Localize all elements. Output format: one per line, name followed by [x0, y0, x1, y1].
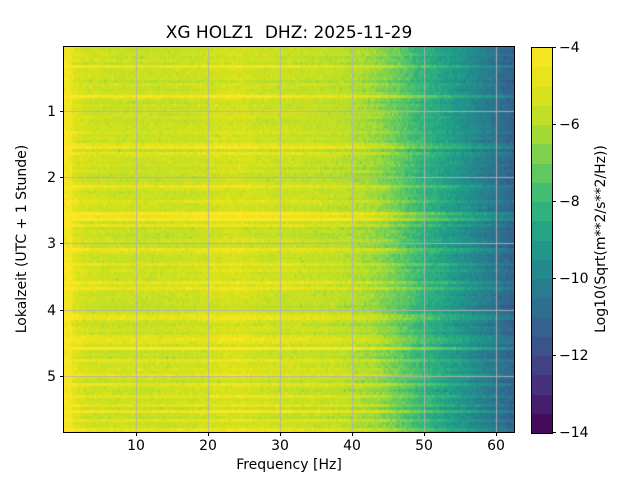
x-axis-tick	[352, 432, 353, 436]
colorbar-segment	[532, 105, 552, 125]
y-axis-tick	[60, 111, 64, 112]
colorbar-tick-label: −6	[559, 117, 580, 133]
y-axis-tick	[60, 376, 64, 377]
colorbar-segment	[532, 317, 552, 337]
colorbar	[531, 47, 553, 434]
colorbar-tick	[552, 355, 556, 356]
y-axis-tick	[60, 310, 64, 311]
y-axis-tick-label: 2	[47, 170, 56, 186]
chart-title: XG HOLZ1 DHZ: 2025-11-29	[165, 23, 413, 43]
colorbar-tick-label: −4	[559, 40, 580, 56]
x-axis-tick-label: 60	[487, 438, 505, 454]
colorbar-segment	[532, 298, 552, 318]
colorbar-tick	[552, 124, 556, 125]
x-axis-tick-label: 30	[271, 438, 289, 454]
colorbar-segment	[532, 336, 552, 356]
colorbar-tick	[552, 432, 556, 433]
colorbar-segment	[532, 413, 552, 433]
colorbar-tick	[552, 278, 556, 279]
colorbar-tick-label: −12	[559, 348, 589, 364]
colorbar-segment	[532, 163, 552, 183]
x-axis-tick-label: 40	[343, 438, 361, 454]
y-axis-label: Lokalzeit (UTC + 1 Stunde)	[14, 144, 30, 334]
colorbar-segment	[532, 394, 552, 414]
colorbar-segment	[532, 259, 552, 279]
colorbar-segment	[532, 144, 552, 164]
x-axis-label: Frequency [Hz]	[236, 457, 342, 473]
x-axis-tick	[136, 432, 137, 436]
colorbar-segment	[532, 125, 552, 145]
y-axis-tick	[60, 177, 64, 178]
colorbar-tick	[552, 47, 556, 48]
colorbar-tick-label: −8	[559, 194, 580, 210]
spectrogram-image	[64, 47, 514, 432]
y-axis-tick-label: 4	[47, 303, 56, 319]
y-axis-tick-label: 1	[47, 104, 56, 120]
y-axis-tick	[60, 243, 64, 244]
colorbar-segment	[532, 86, 552, 106]
colorbar-segment	[532, 375, 552, 395]
x-axis-tick-label: 50	[415, 438, 433, 454]
colorbar-segment	[532, 221, 552, 241]
x-axis-tick	[496, 432, 497, 436]
x-axis-tick	[280, 432, 281, 436]
x-axis-tick	[424, 432, 425, 436]
colorbar-segment	[532, 48, 552, 68]
colorbar-segment	[532, 202, 552, 222]
x-axis-tick-label: 20	[199, 438, 217, 454]
colorbar-tick-label: −10	[559, 271, 589, 287]
colorbar-segment	[532, 67, 552, 87]
colorbar-tick	[552, 201, 556, 202]
colorbar-segment	[532, 356, 552, 376]
colorbar-segment	[532, 279, 552, 299]
y-axis-tick-label: 5	[47, 369, 56, 385]
x-axis-tick	[208, 432, 209, 436]
colorbar-label: Log10(Sqrt(m**2/s**2/Hz))	[593, 145, 609, 333]
colorbar-segment	[532, 182, 552, 202]
colorbar-segment	[532, 240, 552, 260]
x-axis-tick-label: 10	[127, 438, 145, 454]
y-axis-tick-label: 3	[47, 236, 56, 252]
spectrogram-plot	[63, 46, 515, 433]
colorbar-tick-label: −14	[559, 425, 589, 441]
